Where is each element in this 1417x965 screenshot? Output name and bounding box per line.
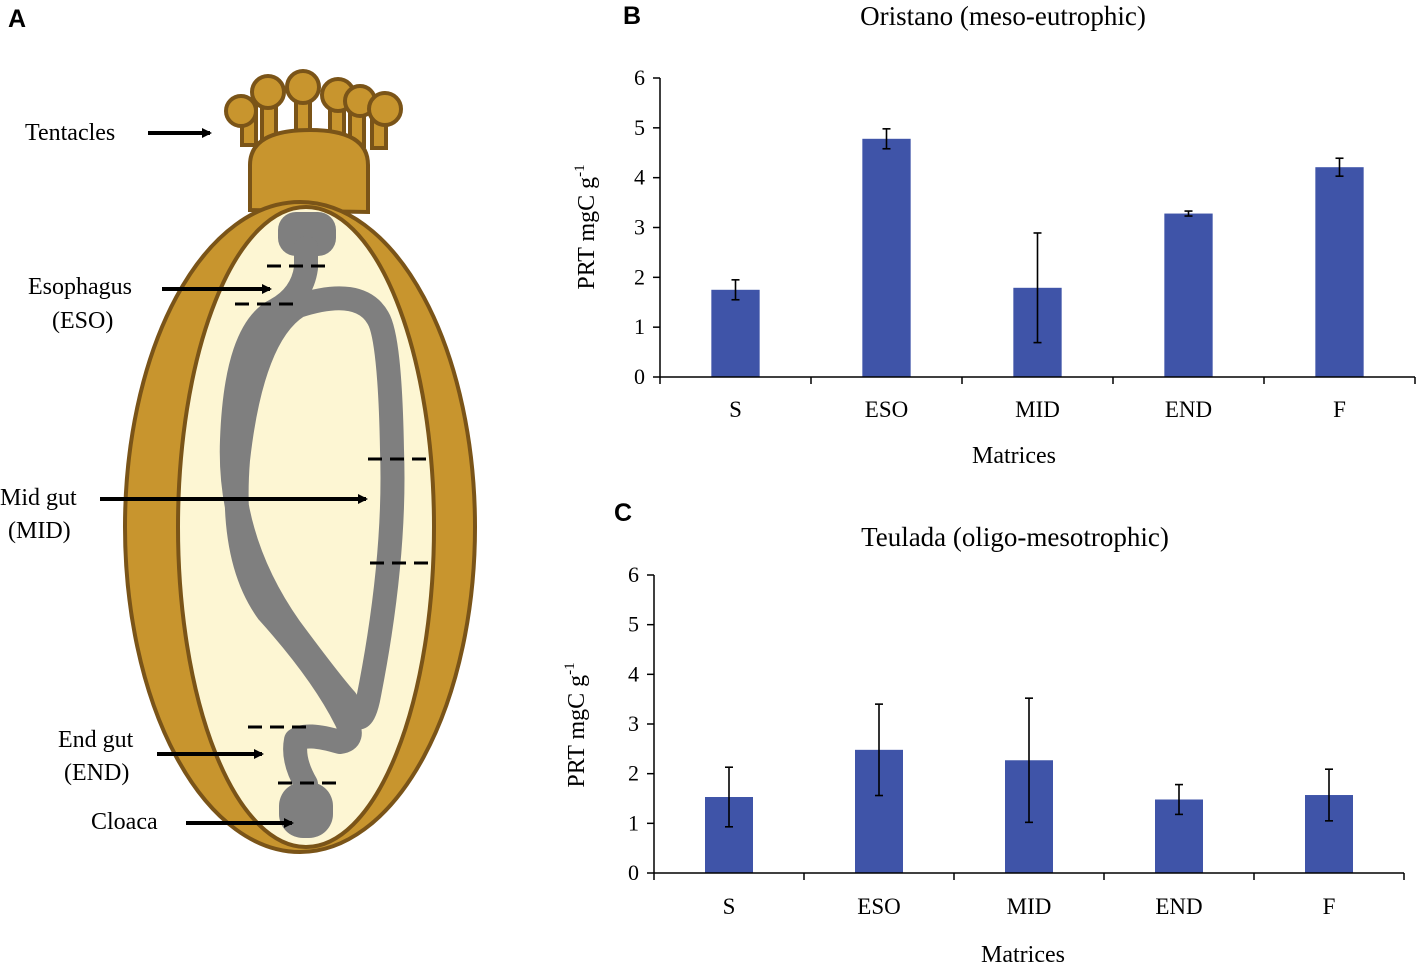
label-midgut: Mid gut	[0, 485, 77, 511]
chart-teulada: Teulada (oligo-mesotrophic) PRT mgC g-1 …	[562, 522, 1405, 965]
y-tick-label: 0	[634, 364, 645, 389]
y-tick-label: 3	[634, 215, 645, 240]
label-midgut-abbr: (MID)	[8, 518, 71, 544]
y-tick-label: 6	[628, 562, 639, 587]
y-axis-label: PRT mgC g-1	[562, 662, 590, 787]
y-tick-label: 2	[634, 264, 645, 289]
y-tick-label: 4	[628, 661, 639, 686]
chart-title: Oristano (meso-eutrophic)	[860, 1, 1146, 31]
x-tick-label: MID	[1015, 397, 1060, 422]
label-esophagus: Esophagus	[28, 274, 132, 300]
x-tick-label: F	[1333, 397, 1346, 422]
tentacle-tip	[285, 69, 321, 105]
y-axis: 0 1 2 3 4 5 6	[634, 65, 661, 389]
y-tick-label: 6	[634, 65, 645, 90]
x-tick-label: END	[1165, 397, 1212, 422]
interior-outline	[176, 205, 436, 849]
y-axis-label: PRT mgC g-1	[572, 164, 600, 289]
label-tentacles: Tentacles	[25, 120, 115, 146]
y-tick-label: 2	[628, 761, 639, 786]
y-tick-label: 5	[634, 115, 645, 140]
x-tick-label: ESO	[865, 397, 908, 422]
label-arrows	[100, 128, 368, 828]
y-axis: 0 1 2 3 4 5 6	[628, 562, 655, 885]
section-dividers	[235, 264, 436, 785]
label-endgut: End gut	[58, 727, 134, 753]
x-tick-label: S	[723, 894, 736, 919]
panel-letter-c: C	[614, 499, 632, 527]
error-bars	[731, 128, 1344, 344]
x-tick-label: F	[1323, 894, 1336, 919]
bar	[711, 289, 760, 377]
chart-oristano: Oristano (meso-eutrophic) PRT mgC g-1 Ma…	[572, 1, 1416, 469]
pharynx-gut	[278, 212, 336, 256]
x-tick-label: END	[1155, 894, 1202, 919]
label-endgut-abbr: (END)	[64, 760, 129, 786]
tentacle-tip	[224, 94, 258, 128]
y-tick-label: 4	[634, 165, 645, 190]
tentacle-tip	[367, 91, 403, 127]
y-tick-label: 1	[628, 810, 639, 835]
tentacle-tip	[250, 74, 286, 110]
label-esophagus-abbr: (ESO)	[52, 308, 113, 334]
x-axis: S ESO MID END F	[653, 872, 1405, 919]
bar	[1315, 167, 1364, 377]
bar	[1164, 213, 1213, 377]
x-axis: S ESO MID END F	[659, 376, 1416, 422]
x-tick-label: S	[729, 397, 742, 422]
x-tick-label: MID	[1007, 894, 1052, 919]
bars	[711, 138, 1364, 377]
digestive-tract	[219, 236, 405, 796]
chart-title: Teulada (oligo-mesotrophic)	[861, 522, 1169, 552]
oral-siphon	[248, 127, 370, 215]
tentacles	[224, 69, 403, 150]
ascidian-diagram: Tentacles Esophagus (ESO) Mid gut (MID) …	[0, 69, 477, 854]
error-bars	[725, 697, 1333, 828]
y-tick-label: 1	[634, 314, 645, 339]
x-axis-label: Matrices	[972, 443, 1056, 469]
panel-letter-a: A	[8, 5, 26, 33]
label-cloaca: Cloaca	[91, 809, 158, 835]
cloaca-chamber	[279, 782, 333, 838]
y-tick-label: 0	[628, 860, 639, 885]
y-tick-label: 5	[628, 612, 639, 637]
x-tick-label: ESO	[857, 894, 900, 919]
bar	[862, 138, 911, 377]
panel-letter-b: B	[623, 2, 641, 30]
y-tick-label: 3	[628, 711, 639, 736]
x-axis-label: Matrices	[981, 942, 1065, 965]
